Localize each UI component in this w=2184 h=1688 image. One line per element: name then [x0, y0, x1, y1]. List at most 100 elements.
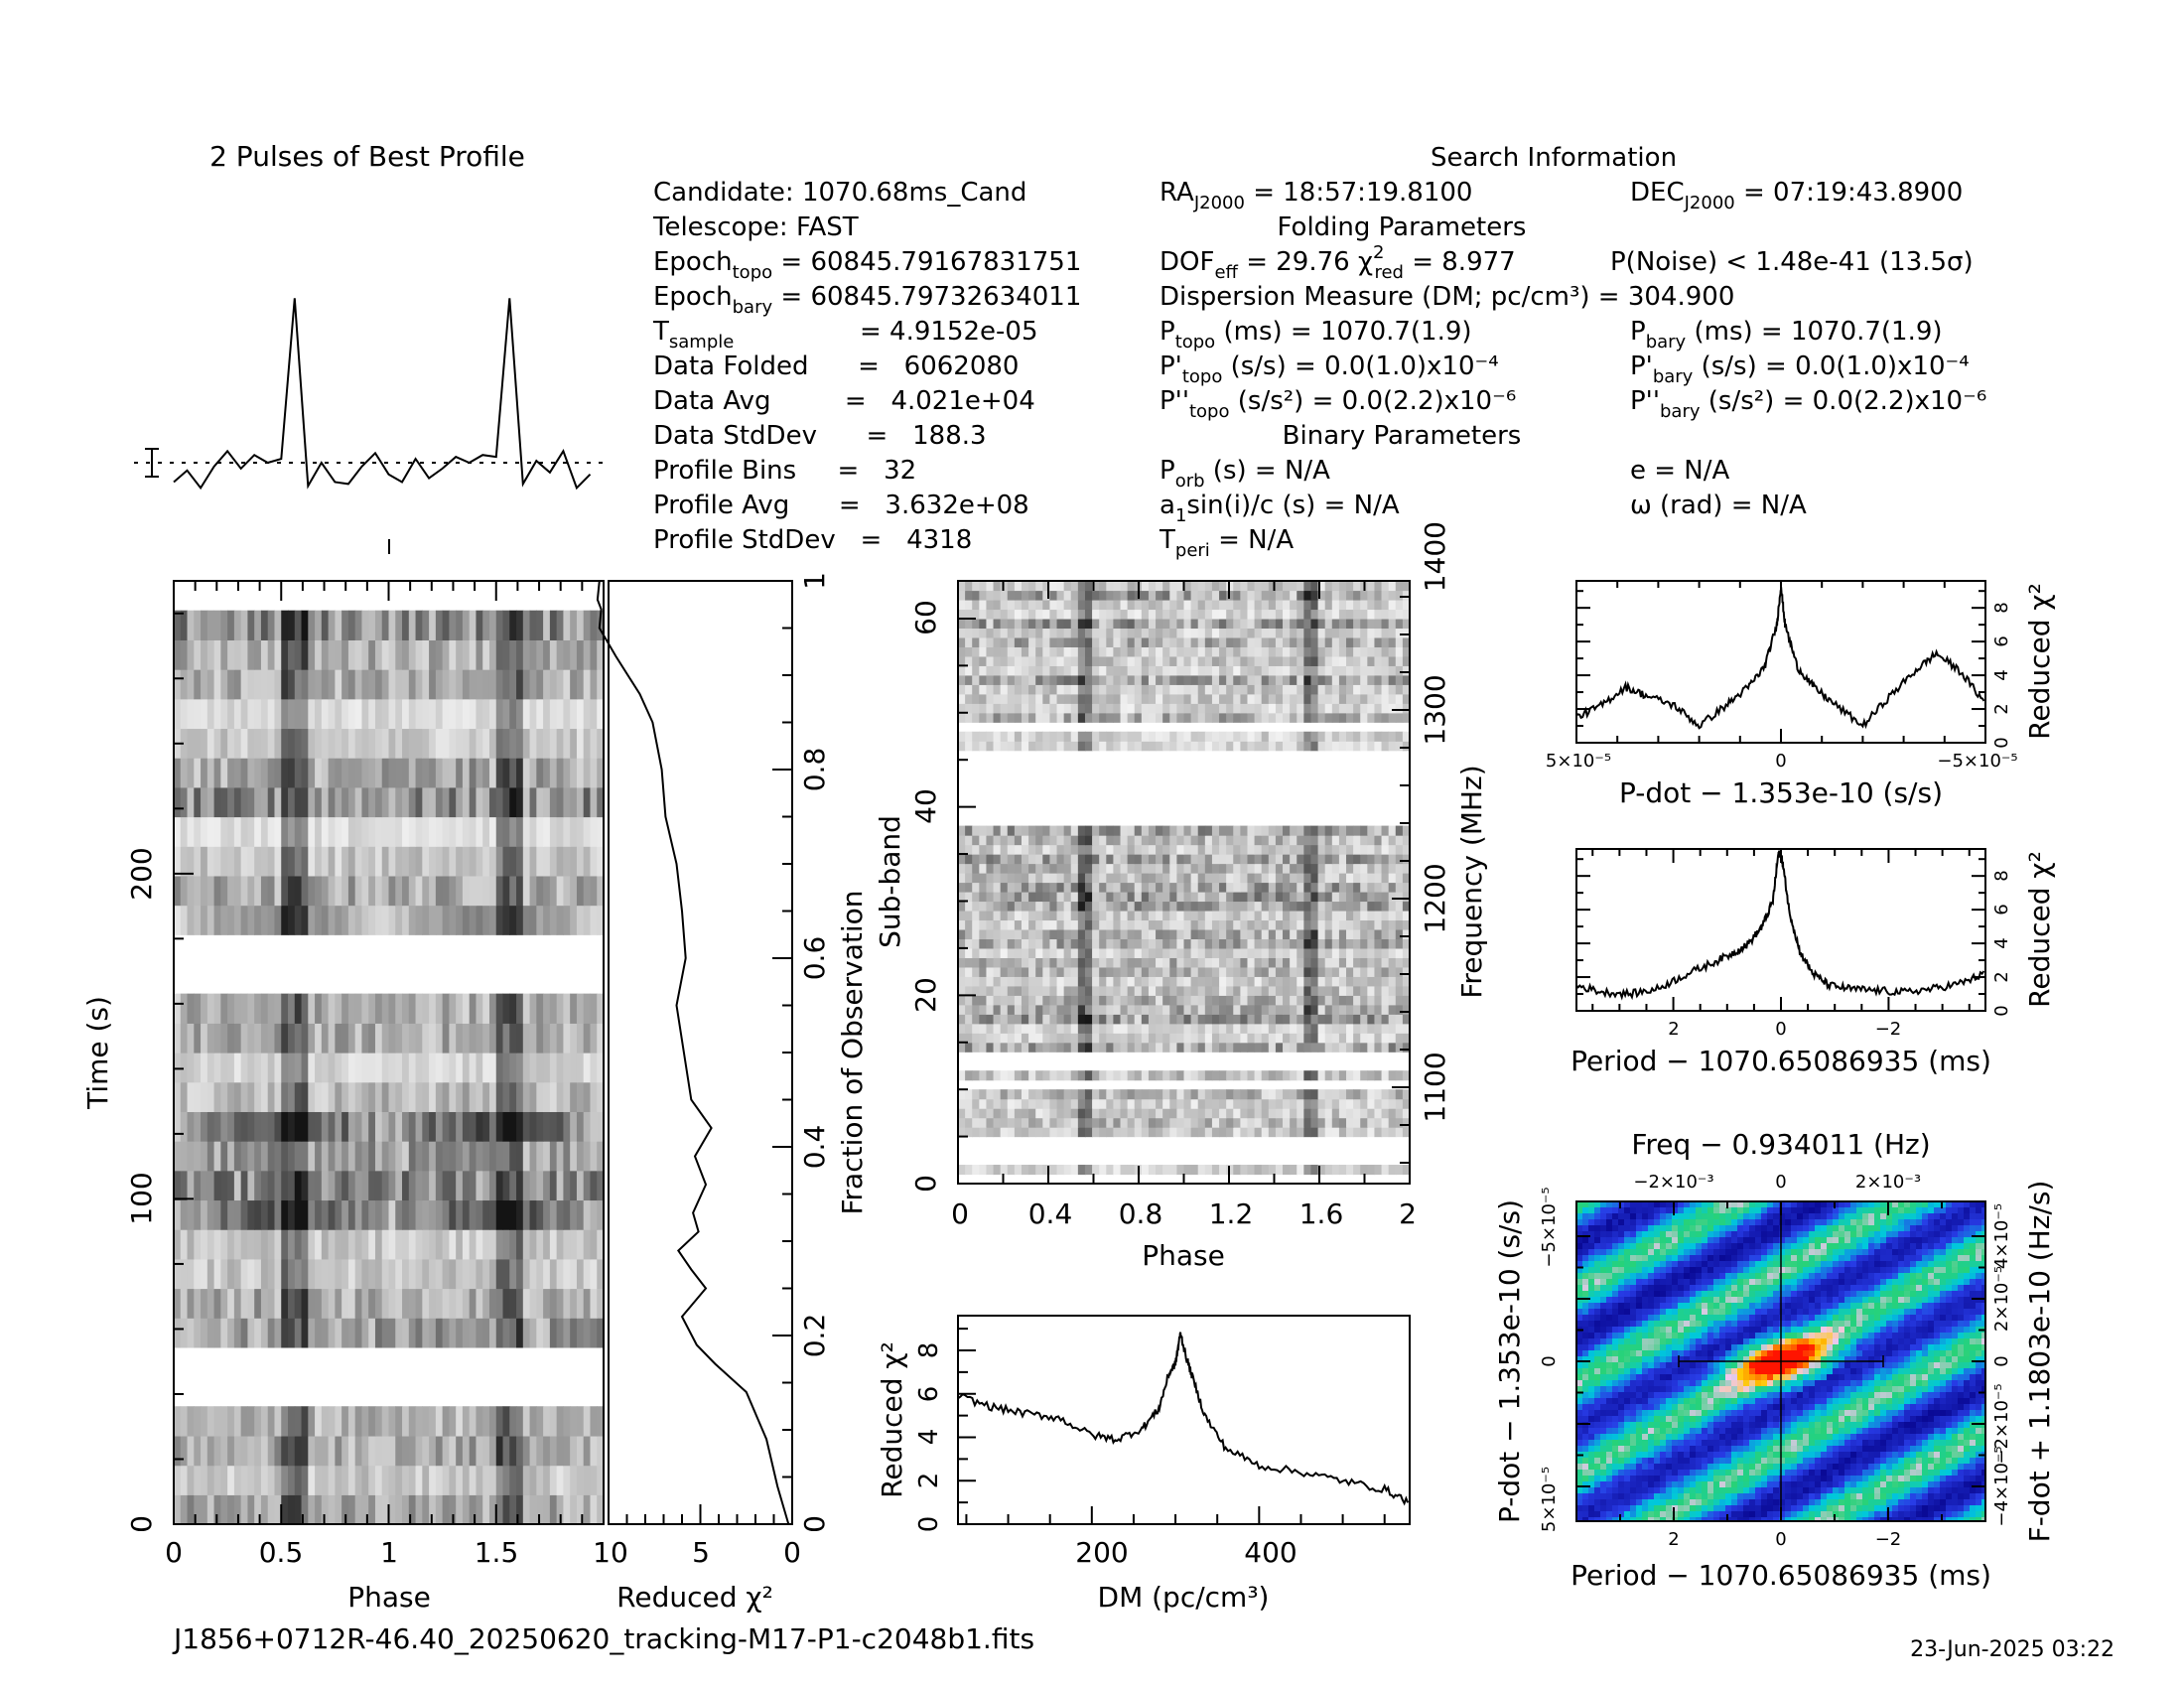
- time-phase-cell: [590, 875, 598, 907]
- time-phase-cell: [267, 610, 276, 640]
- subband-cell: [1035, 919, 1043, 930]
- subband-cell: [1169, 910, 1177, 921]
- subband-cell: [1226, 995, 1234, 1006]
- subband-cell: [1346, 1004, 1354, 1015]
- subband-cell: [1134, 628, 1143, 638]
- time-phase-cell: [429, 1465, 437, 1495]
- subband-cell: [1035, 882, 1043, 893]
- subband-cell: [1099, 1108, 1107, 1119]
- subband-cell: [1056, 628, 1065, 638]
- subband-cell: [1374, 665, 1383, 676]
- subband-cell: [1240, 985, 1249, 996]
- subband-cell: [1000, 1165, 1009, 1176]
- time-phase-cell: [449, 698, 457, 730]
- time-phase-cell: [502, 1465, 510, 1495]
- time-phase-cell: [536, 758, 544, 788]
- time-phase-cell: [294, 1229, 303, 1260]
- subband-cell: [1113, 590, 1122, 601]
- subband-cell: [1049, 712, 1058, 723]
- time-phase-cell: [429, 786, 437, 818]
- p-bary-line: Pbary (ms) = 1070.7(1.9): [1630, 317, 1943, 352]
- time-phase-cell: [254, 1170, 262, 1201]
- time-phase-cell: [449, 1141, 457, 1172]
- subband-cell: [1156, 1004, 1163, 1015]
- time-phase-cell: [321, 1288, 330, 1319]
- subband-cell: [1317, 741, 1326, 752]
- time-phase-cell: [590, 1081, 598, 1112]
- subband-cell: [1331, 674, 1340, 685]
- time-phase-cell: [462, 1406, 471, 1437]
- subband-cell: [1084, 825, 1093, 836]
- subband-cell: [1261, 703, 1270, 714]
- subband-cell: [1035, 1089, 1043, 1100]
- subband-cell: [1353, 873, 1361, 884]
- subband-cell: [1283, 985, 1291, 996]
- subband-cell: [993, 976, 1002, 987]
- subband-cell: [1162, 957, 1170, 968]
- subband-cell: [1297, 646, 1304, 657]
- subband-cell: [1338, 863, 1347, 874]
- subband-cell: [1106, 1117, 1115, 1128]
- subband-cell: [1070, 976, 1079, 987]
- time-phase-cell: [509, 1111, 517, 1142]
- subband-cell: [1127, 1127, 1136, 1138]
- time-phase-cell: [315, 1199, 323, 1230]
- time-phase-cell: [374, 1435, 383, 1467]
- subband-cell: [1035, 655, 1043, 666]
- subband-cell: [958, 947, 966, 958]
- subband-cell: [1211, 1098, 1220, 1109]
- time-phase-cell: [429, 669, 437, 700]
- subband-cell: [1176, 1070, 1185, 1081]
- time-phase-cell: [374, 1258, 383, 1290]
- subband-cell: [1290, 1033, 1297, 1044]
- subband-cell: [1141, 674, 1150, 685]
- subband-cell: [1395, 1127, 1404, 1138]
- time-phase-cell: [361, 728, 369, 759]
- subband-cell: [1367, 825, 1376, 836]
- subband-cell: [1176, 901, 1185, 912]
- time-phase-cell: [543, 610, 551, 640]
- subband-cell: [1367, 873, 1376, 884]
- subband-cell: [1268, 674, 1277, 685]
- time-phase-cell: [374, 846, 383, 877]
- subband-cell: [979, 938, 988, 949]
- time-phase-cell: [422, 1111, 430, 1142]
- time-phase-cell: [422, 1494, 430, 1524]
- time-phase-cell: [415, 669, 423, 700]
- time-phase-cell: [536, 846, 544, 877]
- subband-cell: [1021, 1089, 1029, 1100]
- subband-cell: [1240, 646, 1249, 657]
- subband-cell: [1176, 741, 1185, 752]
- subband-cell: [1388, 741, 1397, 752]
- subband-cell: [1127, 636, 1136, 647]
- subband-cell: [1000, 1127, 1009, 1138]
- subband-cell: [958, 844, 966, 855]
- subband-cell: [1204, 693, 1213, 704]
- subband-cell: [1049, 1098, 1058, 1109]
- time-phase-cell: [227, 610, 235, 640]
- time-phase-cell: [570, 1170, 578, 1201]
- subband-cell: [1219, 1070, 1227, 1081]
- time-phase-cell: [254, 1199, 262, 1230]
- time-phase-cell: [442, 1258, 450, 1290]
- time-phase-cell: [347, 1170, 356, 1201]
- time-phase-cell: [361, 1141, 369, 1172]
- subband-cell: [1084, 731, 1093, 742]
- time-phase-cell: [482, 669, 490, 700]
- subband-cell: [1338, 618, 1347, 630]
- subband-cell: [1338, 854, 1347, 865]
- time-phase-cell: [301, 1258, 309, 1290]
- subband-cell: [1297, 609, 1304, 620]
- subband-cell: [1211, 636, 1220, 647]
- subband-cell: [1338, 712, 1347, 723]
- subband-cell: [1156, 938, 1163, 949]
- time-phase-cell: [260, 1258, 269, 1290]
- subband-cell: [1233, 863, 1241, 874]
- time-phase-cell: [516, 1229, 524, 1260]
- subband-cell: [1028, 655, 1036, 666]
- subband-cell: [1275, 1165, 1284, 1176]
- subband-cell: [1402, 957, 1410, 968]
- subband-cell: [1261, 590, 1270, 601]
- time-phase-cell: [281, 639, 289, 670]
- time-ylabel: Time (s): [81, 996, 114, 1110]
